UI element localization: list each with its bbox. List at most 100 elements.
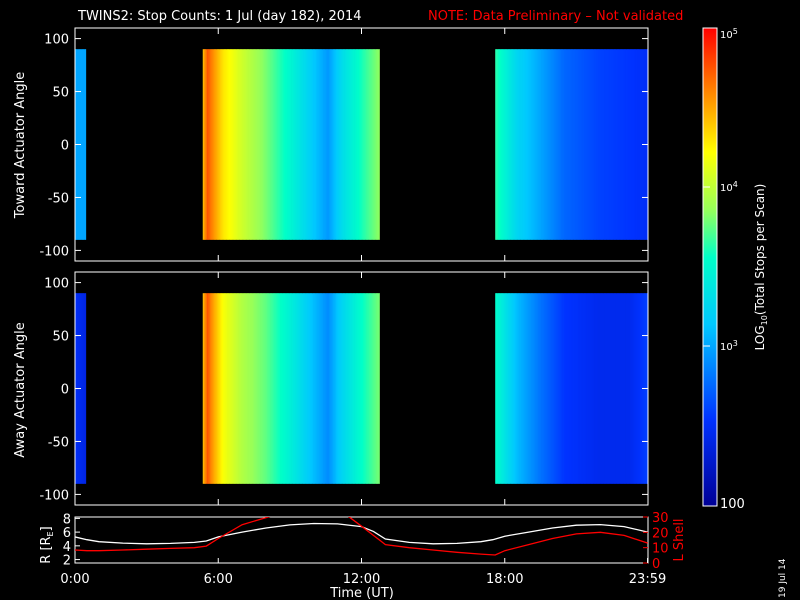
heatmap-cell [604,49,606,240]
heatmap-cell [605,293,608,484]
heatmap-cell [374,293,377,484]
y-tick-label: -100 [39,244,69,259]
heatmap-cell [371,49,374,240]
heatmap-cell [325,49,328,240]
heatmap-cell [80,293,83,484]
r-tick-label: 8 [63,512,71,527]
y-tick-label: 100 [44,33,69,48]
heatmap-cell [541,49,543,240]
heatmap-cell [320,49,323,240]
heatmap-cell [618,293,621,484]
heatmap-cell [635,293,638,484]
heatmap-cell [204,49,206,240]
heatmap-cell [367,293,370,484]
heatmap-cell [528,293,530,484]
heatmap-cell [565,293,568,484]
heatmap-cell [611,293,614,484]
heatmap-cell [565,49,568,240]
heatmap-cell [247,49,249,240]
heatmap-cell [368,293,371,484]
heatmap-cell [581,49,583,240]
heatmap-cell [344,293,347,484]
heatmap-cell [571,293,573,484]
heatmap-cell [363,293,365,484]
heatmap-cell [376,49,378,240]
heatmap-cell [345,293,348,484]
heatmap-cell [525,49,528,240]
heatmap-cell [345,49,348,240]
heatmap-cell [270,49,272,240]
heatmap-cell [277,49,280,240]
data-note: NOTE: Data Preliminary – Not validated [428,9,683,24]
heatmap-cell [373,49,376,240]
heatmap-cell [267,49,270,240]
heatmap-cell [262,293,265,484]
time-axis-label: Time (UT) [329,586,394,600]
heatmap-cell [227,49,229,240]
heatmap-cell [499,293,502,484]
heatmap-cell [533,293,536,484]
heatmap-cell [333,49,335,240]
heatmap-cell [556,49,559,240]
heatmap-cell [584,293,586,484]
heatmap-cell [582,293,585,484]
heatmap-cell [635,49,638,240]
heatmap-cell [582,49,585,240]
heatmap-cell [518,293,520,484]
heatmap-cell [300,49,302,240]
away-panel: 100 50 0 -50 -100 Away Actuator Angle [13,271,649,506]
heatmap-cell [317,293,320,484]
heatmap-cell [301,293,304,484]
heatmap-cell [250,293,252,484]
heatmap-cell [523,293,526,484]
heatmap-cell [363,49,365,240]
heatmap-cell [626,49,629,240]
heatmap-cell [559,49,562,240]
heatmap-cell [254,49,257,240]
heatmap-cell [374,49,377,240]
heatmap-cell [323,49,325,240]
heatmap-cell [267,293,270,484]
heatmap-cell [338,49,341,240]
heatmap-cell [551,49,553,240]
heatmap-cell [639,49,642,240]
heatmap-cell [327,293,330,484]
heatmap-cell [535,49,538,240]
heatmap-cell [378,293,380,484]
heatmap-cell [563,49,566,240]
heatmap-cell [264,293,267,484]
heatmap-cell [571,49,573,240]
heatmap-cell [370,293,373,484]
heatmap-cell [373,293,376,484]
lshell-tick-label: 30 [652,511,669,526]
heatmap-cell [315,293,318,484]
heatmap-cell [542,293,545,484]
heatmap-cell [609,293,612,484]
lshell-tick-label: 0 [652,557,660,572]
heatmap-cell [207,49,209,240]
colorbar-axis-label: LOG10(Total Stops per Scan) [753,184,769,351]
heatmap-cell [357,293,360,484]
heatmap-cell [510,49,513,240]
heatmap-cell [609,49,612,240]
heatmap-cell [291,49,294,240]
colorbar: 105 104 103 100 LOG10(Total Stops per Sc… [702,27,769,512]
heatmap-cell [225,293,228,484]
heatmap-cell [513,293,516,484]
heatmap-cell [217,49,219,240]
heatmap-cell [292,293,295,484]
heatmap-cell [305,293,308,484]
heatmap-cell [595,49,598,240]
heatmap-cell [85,293,87,484]
heatmap-cell [563,293,566,484]
heatmap-cell [270,293,272,484]
heatmap-cell [541,293,543,484]
heatmap-cell [218,49,221,240]
heatmap-cell [321,49,324,240]
heatmap-cell [290,49,292,240]
time-tick-label: 0:00 [60,572,89,587]
heatmap-cell [265,293,268,484]
heatmap-cell [568,49,571,240]
heatmap-cell [516,293,519,484]
